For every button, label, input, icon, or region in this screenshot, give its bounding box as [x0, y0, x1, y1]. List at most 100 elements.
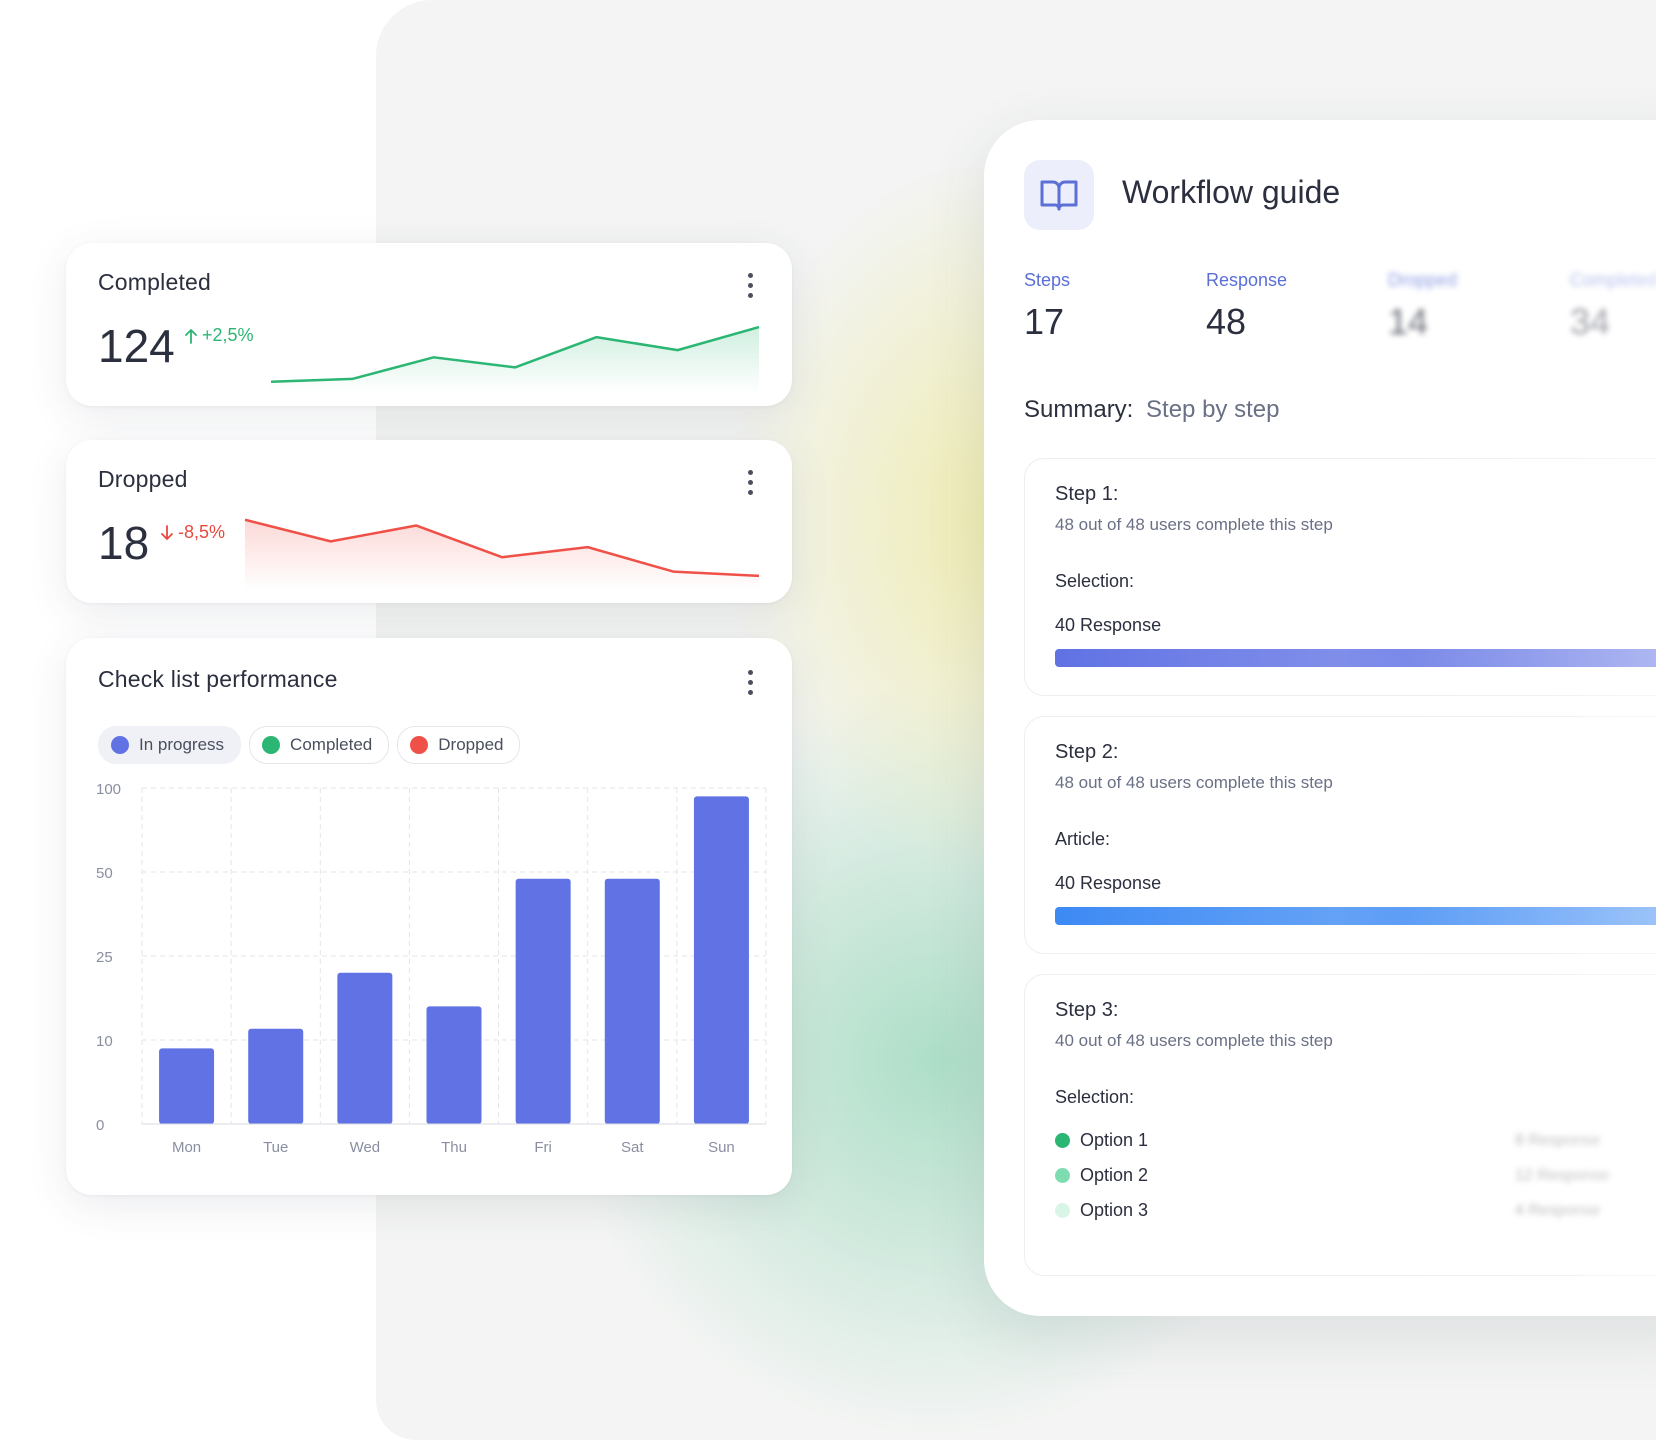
step-title: Step 2:: [1055, 741, 1119, 763]
step-title: Step 1:: [1055, 483, 1119, 505]
sparkline-line: [244, 518, 760, 578]
completed-title: Completed: [98, 269, 212, 295]
dropped-title: Dropped: [98, 466, 188, 492]
response-bar: [1055, 649, 1656, 667]
option-response: 12 Response: [1515, 1167, 1610, 1184]
chart-title: Check list performance: [98, 666, 338, 692]
legend-dot: [262, 736, 281, 754]
checklist-performance-card: Check list performance In progress Compl…: [66, 638, 792, 1195]
bar-thu[interactable]: [426, 1006, 482, 1124]
stat-completed: Completed 34: [1570, 270, 1656, 343]
x-tick-label: Mon: [172, 1139, 201, 1156]
legend-label: Dropped: [438, 735, 504, 754]
step-card-2[interactable]: Step 2: 48 out of 48 users complete this…: [1024, 716, 1656, 954]
option-dot: [1055, 1168, 1070, 1183]
option-label: Option 2: [1080, 1165, 1149, 1185]
stat-label: Steps: [1024, 270, 1071, 290]
dropped-card: Dropped 18 -8,5%: [66, 440, 792, 603]
completed-value: 124: [98, 320, 175, 372]
step-response: 40 Response: [1055, 873, 1162, 893]
option-1[interactable]: Option 1: [1055, 1130, 1148, 1151]
stat-response: Response 48: [1206, 270, 1287, 343]
step-kind: Selection:: [1055, 571, 1135, 591]
stat-steps: Steps 17: [1024, 270, 1070, 343]
bar-chart: 0 10 25 50 100 Mon Tue Wed Thu Fri Sat Sun: [96, 781, 767, 1156]
step-description: 40 out of 48 users complete this step: [1055, 1031, 1333, 1050]
response-bar-fill: [1055, 907, 1656, 925]
option-response: 4 Response: [1515, 1202, 1601, 1219]
bar-mon[interactable]: [159, 1048, 215, 1124]
bar-sat[interactable]: [604, 878, 660, 1124]
stat-value: 34: [1570, 301, 1611, 342]
y-tick-label: 0: [96, 1117, 104, 1134]
option-dot: [1055, 1203, 1070, 1218]
stat-label: Response: [1206, 270, 1288, 290]
stat-value: 48: [1206, 301, 1247, 342]
x-tick-label: Wed: [350, 1139, 381, 1156]
legend-dropped[interactable]: Dropped: [397, 726, 521, 764]
summary-value: Step by step: [1146, 396, 1280, 423]
more-options-icon[interactable]: [748, 273, 754, 298]
completed-card: Completed 124 +2,5%: [66, 243, 792, 406]
option-2[interactable]: Option 2: [1055, 1165, 1148, 1186]
dropped-delta-text: -8,5%: [178, 522, 226, 542]
more-options-icon[interactable]: [748, 670, 754, 695]
y-tick-label: 25: [96, 949, 113, 966]
option-dot: [1055, 1133, 1070, 1148]
book-icon: [1040, 180, 1078, 211]
step-title: Step 3:: [1055, 999, 1119, 1021]
completed-delta-text: +2,5%: [202, 325, 254, 345]
bar-wed[interactable]: [337, 972, 393, 1124]
legend-label: Completed: [290, 735, 373, 754]
bar-sun[interactable]: [693, 796, 749, 1124]
stat-dropped: Dropped 14: [1388, 270, 1457, 343]
arrow-down-icon: [161, 524, 173, 540]
response-bar: [1055, 907, 1656, 925]
stat-value: 17: [1024, 301, 1065, 342]
x-tick-label: Sat: [621, 1139, 644, 1156]
chart-legend: In progress Completed Dropped: [98, 726, 521, 764]
stat-value: 14: [1388, 301, 1429, 342]
panel-title: Workflow guide: [1122, 174, 1341, 210]
legend-completed[interactable]: Completed: [249, 726, 390, 764]
step-card-1[interactable]: Step 1: 48 out of 48 users complete this…: [1024, 458, 1656, 696]
option-3[interactable]: Option 3: [1055, 1200, 1148, 1221]
sparkline-area: [271, 327, 759, 393]
dropped-delta: -8,5%: [160, 522, 225, 543]
x-tick-label: Thu: [441, 1139, 467, 1156]
book-icon-tile: [1024, 160, 1094, 230]
dropped-value: 18: [98, 517, 150, 569]
legend-dot: [410, 736, 429, 754]
response-bar-fill: [1055, 649, 1656, 667]
sparkline-area: [245, 519, 759, 590]
bar-fri[interactable]: [515, 878, 571, 1124]
legend-in-progress[interactable]: In progress: [98, 726, 242, 764]
stat-label: Completed: [1570, 270, 1656, 290]
step-card-3[interactable]: Step 3: 40 out of 48 users complete this…: [1024, 974, 1656, 1276]
legend-dot: [111, 736, 129, 754]
y-tick-label: 10: [96, 1033, 113, 1050]
step-description: 48 out of 48 users complete this step: [1055, 773, 1333, 792]
stat-label: Dropped: [1388, 270, 1458, 290]
x-tick-label: Fri: [534, 1139, 552, 1156]
workflow-guide-panel: Workflow guide Steps 17 Response 48 Drop…: [984, 120, 1656, 1316]
option-label: Option 1: [1080, 1130, 1149, 1150]
x-tick-label: Sun: [708, 1139, 735, 1156]
x-tick-label: Tue: [263, 1139, 288, 1156]
legend-label: In progress: [139, 735, 225, 754]
more-options-icon[interactable]: [748, 470, 754, 495]
summary-label: Summary:: [1024, 396, 1134, 423]
step-kind: Article:: [1055, 829, 1111, 849]
sparkline-line: [270, 325, 760, 384]
arrow-up-icon: [185, 328, 197, 344]
option-response: 8 Response: [1515, 1132, 1601, 1149]
step-description: 48 out of 48 users complete this step: [1055, 515, 1333, 534]
dropped-sparkline: [244, 518, 760, 590]
step-kind: Selection:: [1055, 1087, 1135, 1107]
summary-heading: Summary: Step by step: [1024, 396, 1279, 424]
bar-tue[interactable]: [248, 1028, 304, 1124]
completed-sparkline: [270, 325, 760, 393]
y-tick-label: 50: [96, 865, 113, 882]
step-response: 40 Response: [1055, 615, 1162, 635]
y-tick-label: 100: [96, 781, 121, 798]
